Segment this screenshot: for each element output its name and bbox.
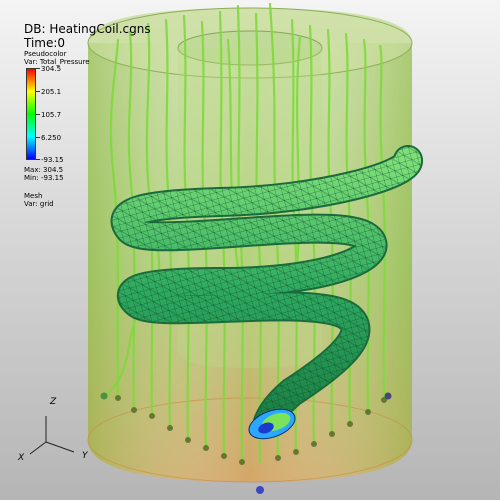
mesh-plot-type: Mesh [24, 192, 43, 200]
legend-tick-label: 6.250 [41, 134, 62, 142]
legend-variable: Var: Total_Pressure [24, 58, 90, 66]
legend-min: Min: -93.15 [24, 174, 64, 182]
legend-tick [36, 159, 40, 160]
legend-tick [36, 68, 40, 69]
axis-x-label: X [18, 453, 25, 463]
axis-z-label: Z [50, 397, 57, 407]
legend-tick-label: 205.1 [41, 88, 62, 96]
legend-tick [36, 114, 40, 115]
axis-triad [29, 416, 75, 455]
legend-tick-label: -93.15 [41, 156, 64, 164]
axis-y-label: Y [82, 451, 88, 461]
legend-tick-label: 304.5 [41, 65, 62, 73]
time-label: Time:0 [24, 36, 66, 50]
legend-tick-label: 105.7 [41, 111, 62, 119]
legend-max: Max: 304.5 [24, 166, 64, 174]
color-legend-bar [26, 68, 36, 160]
legend-tick [36, 91, 40, 92]
database-label: DB: HeatingCoil.cgns [24, 22, 151, 36]
heating-coil [111, 145, 423, 440]
legend-tick [36, 137, 40, 138]
mesh-variable: Var: grid [24, 200, 54, 208]
seed-points [100, 392, 392, 494]
legend-plot-type: Pseudocolor [24, 50, 67, 58]
